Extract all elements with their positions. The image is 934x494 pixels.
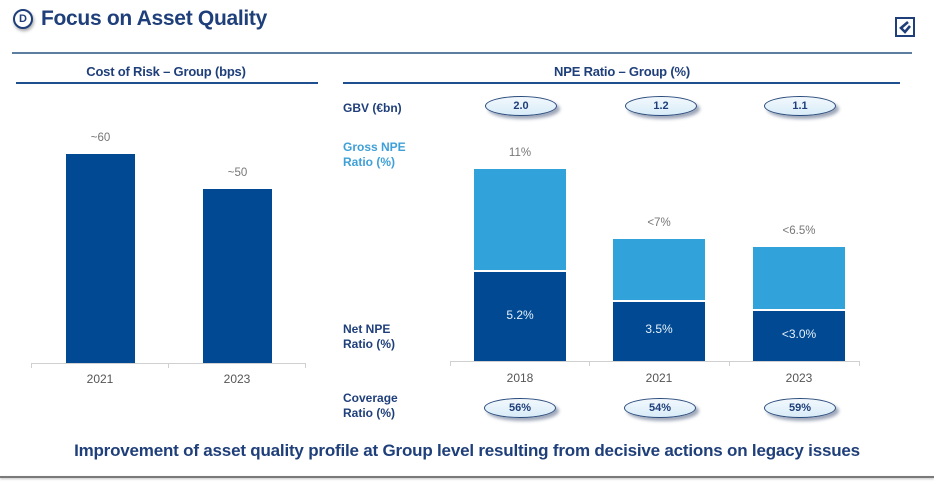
cor-category-2023: 2023 [223,372,251,386]
net-npe-label-line1: Net NPE [343,322,391,336]
gbv-pill-2023: 1.1 [764,96,836,116]
npe-ratio-divider [343,82,900,84]
footer-divider [0,476,934,478]
net-npe-bar-2018 [474,270,566,361]
net-npe-data-label-2023: <3.0% [781,326,817,341]
gross-npe-label-line2: Ratio (%) [343,155,395,169]
cor-axis-tick [168,363,169,368]
gross-npe-row-label: Gross NPE Ratio (%) [343,140,406,170]
section-letter-badge: D [13,9,33,29]
bank-logo-check-icon [895,17,915,37]
npe-axis-tick [450,361,451,366]
npe-category-2023: 2023 [785,371,813,385]
cor-bar-2023 [203,188,272,363]
npe-category-2018: 2018 [506,371,534,385]
net-npe-label-line2: Ratio (%) [343,337,395,351]
net-npe-bar-2023 [753,308,845,361]
cor-axis-tick [305,363,306,368]
npe-x-axis [450,361,860,362]
gbv-row-label: GBV (€bn) [343,101,402,115]
cor-category-2021: 2021 [86,372,114,386]
coverage-row-label: Coverage Ratio (%) [343,391,398,421]
npe-axis-tick [729,361,730,366]
header-divider [12,52,912,54]
net-npe-data-label-2021: 3.5% [645,322,673,337]
coverage-pill-2023: 59% [764,398,836,418]
npe-ratio-title: NPE Ratio – Group (%) [554,64,690,79]
gross-npe-data-label-2018: 11% [508,146,532,159]
npe-category-2021: 2021 [645,371,673,385]
cor-data-label-2021: ~60 [90,132,111,145]
npe-axis-tick [589,361,590,366]
gross-npe-data-label-2023: <6.5% [782,225,816,238]
net-npe-data-label-2018: 5.2% [506,307,534,322]
net-npe-bar-2021 [613,299,705,361]
gbv-pill-2018: 2.0 [485,96,557,116]
coverage-label-line2: Ratio (%) [343,406,395,420]
cor-bar-2021 [66,154,135,363]
gross-npe-label-line1: Gross NPE [343,140,406,154]
coverage-label-line1: Coverage [343,391,398,405]
coverage-pill-2018: 56% [484,398,556,418]
net-npe-row-label: Net NPE Ratio (%) [343,322,395,352]
gbv-pill-2021: 1.2 [625,96,697,116]
cor-data-label-2023: ~50 [227,166,248,179]
cost-of-risk-title: Cost of Risk – Group (bps) [86,64,246,79]
coverage-pill-2021: 54% [624,398,696,418]
conclusion-text: Improvement of asset quality profile at … [74,441,860,460]
cor-axis-tick [31,363,32,368]
page-title: Focus on Asset Quality [41,7,267,30]
gross-npe-data-label-2021: <7% [647,216,671,229]
npe-axis-tick [859,361,860,366]
cost-of-risk-divider [16,82,318,84]
